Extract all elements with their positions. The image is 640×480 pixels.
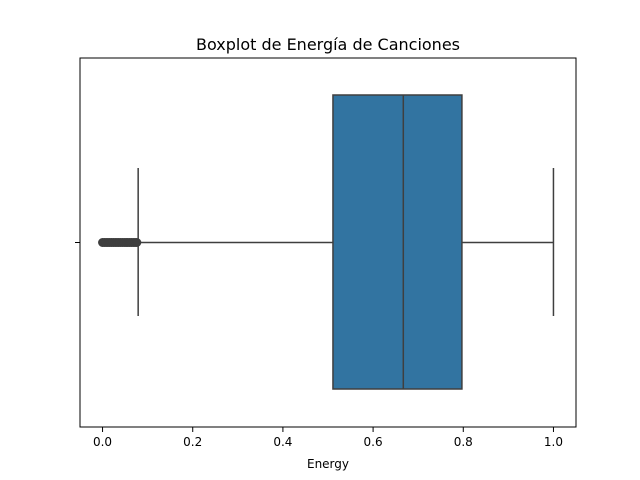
x-tick-label: 0.6: [364, 435, 383, 449]
plot-area: [79, 57, 577, 428]
outlier-point: [132, 238, 142, 247]
x-tick-label: 0.4: [273, 435, 292, 449]
x-tick-label: 1.0: [544, 435, 563, 449]
x-axis-label: Energy: [307, 457, 349, 471]
x-tick-label: 0.8: [454, 435, 473, 449]
interquartile-box: [332, 94, 463, 390]
x-tick-label: 0.2: [183, 435, 202, 449]
x-tick-label: 0.0: [93, 435, 112, 449]
chart-title: Boxplot de Energía de Canciones: [196, 35, 460, 54]
x-axis-ticks: 0.0 0.2 0.4 0.6 0.8 1.0: [75, 242, 563, 449]
